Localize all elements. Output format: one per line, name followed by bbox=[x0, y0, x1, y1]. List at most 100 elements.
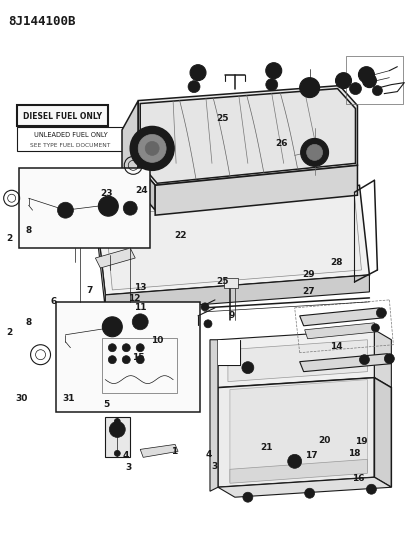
Text: 6: 6 bbox=[50, 296, 56, 305]
Text: 27: 27 bbox=[301, 287, 314, 296]
Polygon shape bbox=[122, 101, 138, 190]
Polygon shape bbox=[140, 445, 178, 457]
Text: 16: 16 bbox=[352, 474, 364, 483]
Bar bbox=[19, 168, 150, 248]
Circle shape bbox=[265, 79, 277, 91]
Text: 4: 4 bbox=[123, 451, 129, 460]
Text: 25: 25 bbox=[215, 115, 228, 123]
Text: 20: 20 bbox=[318, 436, 330, 445]
Text: 14: 14 bbox=[329, 342, 342, 351]
Polygon shape bbox=[105, 195, 360, 290]
Circle shape bbox=[265, 63, 281, 79]
Circle shape bbox=[362, 74, 375, 87]
Circle shape bbox=[287, 454, 301, 469]
Polygon shape bbox=[217, 330, 373, 387]
Circle shape bbox=[145, 141, 159, 156]
Text: 30: 30 bbox=[15, 394, 28, 403]
Text: DIESEL FUEL ONLY: DIESEL FUEL ONLY bbox=[23, 112, 102, 121]
Text: 8: 8 bbox=[25, 318, 31, 327]
Text: 3: 3 bbox=[126, 463, 132, 472]
Text: 3: 3 bbox=[211, 462, 217, 471]
Text: 5: 5 bbox=[103, 400, 110, 409]
Circle shape bbox=[114, 418, 120, 424]
Text: 18: 18 bbox=[347, 449, 359, 458]
Text: 23: 23 bbox=[100, 189, 113, 198]
Circle shape bbox=[109, 422, 125, 438]
Circle shape bbox=[200, 303, 209, 311]
Circle shape bbox=[122, 356, 130, 364]
Text: 11: 11 bbox=[134, 303, 147, 312]
Polygon shape bbox=[373, 330, 390, 387]
Text: 29: 29 bbox=[301, 271, 314, 279]
Circle shape bbox=[335, 72, 351, 88]
Circle shape bbox=[358, 67, 373, 83]
Text: 13: 13 bbox=[134, 283, 147, 292]
Circle shape bbox=[132, 314, 148, 330]
Circle shape bbox=[304, 488, 314, 498]
Bar bbox=[102, 338, 177, 393]
Circle shape bbox=[130, 126, 174, 171]
Circle shape bbox=[203, 320, 211, 328]
Text: 24: 24 bbox=[135, 185, 147, 195]
Bar bbox=[105, 417, 130, 457]
Polygon shape bbox=[95, 248, 135, 268]
Polygon shape bbox=[217, 477, 390, 497]
Text: UNLEADED FUEL ONLY: UNLEADED FUEL ONLY bbox=[34, 132, 107, 139]
Text: 25: 25 bbox=[215, 277, 228, 286]
Polygon shape bbox=[299, 308, 382, 326]
Text: 10: 10 bbox=[151, 336, 164, 345]
Text: 4: 4 bbox=[205, 450, 211, 459]
Polygon shape bbox=[105, 275, 369, 312]
Circle shape bbox=[306, 144, 322, 160]
Circle shape bbox=[108, 356, 116, 364]
Circle shape bbox=[136, 356, 144, 364]
Text: 28: 28 bbox=[329, 258, 342, 266]
Polygon shape bbox=[373, 377, 390, 487]
Circle shape bbox=[375, 308, 386, 318]
Text: 31: 31 bbox=[62, 394, 75, 403]
Circle shape bbox=[188, 80, 200, 93]
Polygon shape bbox=[138, 165, 155, 210]
Polygon shape bbox=[209, 340, 217, 491]
Bar bbox=[55, 302, 200, 411]
Polygon shape bbox=[304, 323, 377, 339]
Polygon shape bbox=[95, 185, 369, 295]
Circle shape bbox=[58, 202, 73, 218]
Text: 21: 21 bbox=[260, 442, 273, 451]
Circle shape bbox=[366, 484, 375, 494]
Bar bbox=[224, 278, 237, 288]
Bar bbox=[17, 104, 108, 126]
Text: 12: 12 bbox=[128, 294, 140, 303]
Circle shape bbox=[123, 201, 137, 215]
Text: 8J144100B: 8J144100B bbox=[9, 15, 76, 28]
Text: 7: 7 bbox=[86, 286, 93, 295]
Polygon shape bbox=[217, 340, 239, 365]
Text: 15: 15 bbox=[132, 353, 144, 362]
Circle shape bbox=[138, 134, 166, 163]
Circle shape bbox=[114, 450, 120, 456]
Text: 19: 19 bbox=[354, 437, 367, 446]
Bar bbox=[17, 127, 124, 151]
Circle shape bbox=[371, 324, 378, 332]
Circle shape bbox=[242, 492, 252, 502]
Circle shape bbox=[122, 344, 130, 352]
Circle shape bbox=[136, 344, 144, 352]
Polygon shape bbox=[217, 377, 373, 487]
Circle shape bbox=[299, 78, 319, 98]
Text: 17: 17 bbox=[305, 451, 317, 460]
Circle shape bbox=[102, 317, 122, 337]
Polygon shape bbox=[138, 86, 356, 185]
Text: 1: 1 bbox=[171, 447, 177, 456]
Polygon shape bbox=[229, 459, 367, 483]
Circle shape bbox=[108, 344, 116, 352]
Circle shape bbox=[358, 354, 369, 365]
Polygon shape bbox=[95, 205, 105, 310]
Circle shape bbox=[300, 139, 328, 166]
Polygon shape bbox=[229, 379, 367, 482]
Text: 22: 22 bbox=[174, 231, 187, 240]
Text: 9: 9 bbox=[228, 311, 234, 320]
Bar bbox=[345, 56, 402, 103]
Polygon shape bbox=[299, 354, 390, 372]
Text: 26: 26 bbox=[275, 139, 287, 148]
Circle shape bbox=[371, 86, 382, 95]
